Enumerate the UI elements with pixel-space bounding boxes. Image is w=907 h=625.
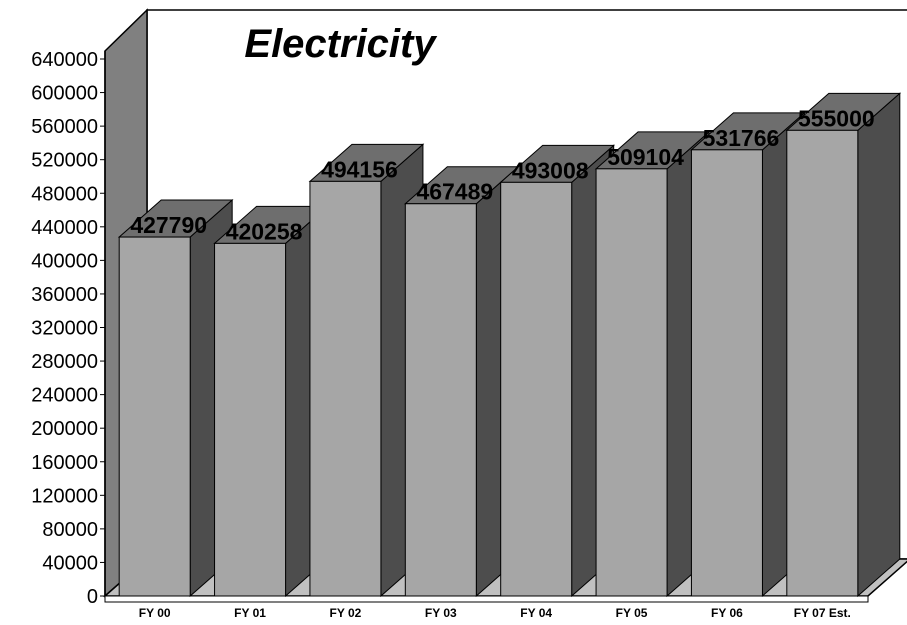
bar [785, 92, 902, 598]
bar-front [690, 149, 763, 597]
y-tick-label: 40000 [42, 552, 98, 574]
y-tick-label: 600000 [31, 83, 98, 105]
y-tick-label: 640000 [31, 49, 98, 71]
y-tick-label: 0 [87, 586, 98, 608]
data-label: 467489 [416, 179, 493, 205]
bar-front [118, 236, 191, 597]
y-tick-label: 160000 [31, 452, 98, 474]
bar-front [500, 181, 573, 597]
bar-front [595, 168, 668, 597]
data-label: 531766 [703, 125, 780, 151]
y-tick-label: 360000 [31, 284, 98, 306]
bar-front [404, 203, 477, 597]
y-tick-label: 320000 [31, 318, 98, 340]
x-tick-label: FY 00 [139, 606, 171, 620]
data-label: 494156 [321, 156, 398, 182]
bar-front [309, 180, 382, 597]
bar-front [214, 242, 287, 597]
y-tick-label: 280000 [31, 351, 98, 373]
data-label: 555000 [798, 105, 875, 131]
data-label: 420258 [226, 218, 303, 244]
y-tick-label: 400000 [31, 250, 98, 272]
y-tick-label: 80000 [42, 519, 98, 541]
x-tick-label: FY 07 Est. [794, 606, 851, 620]
x-tick-label: FY 03 [425, 606, 457, 620]
x-tick-label: FY 05 [616, 606, 648, 620]
data-label: 493008 [512, 157, 589, 183]
y-tick-label: 440000 [31, 217, 98, 239]
x-tick-label: FY 01 [234, 606, 266, 620]
y-tick-label: 200000 [31, 418, 98, 440]
y-tick-label: 120000 [31, 485, 98, 507]
bars: 427790 420258 494156 467489 493008 509104 5317… [117, 92, 902, 598]
data-label: 427790 [130, 212, 207, 238]
x-tick-label: FY 02 [330, 606, 362, 620]
x-tick-label: FY 04 [520, 606, 552, 620]
y-axis: 0 40000 80000 120000 160000 200000 240000 28000… [31, 49, 106, 608]
x-axis: FY 00 FY 01 FY 02 FY 03 FY 04 FY 05 FY 06 FY 07… [139, 606, 851, 620]
data-label: 509104 [607, 144, 684, 170]
y-tick-label: 240000 [31, 385, 98, 407]
y-tick-label: 520000 [31, 150, 98, 172]
bar-front [786, 129, 859, 597]
floor-front-edge [104, 595, 869, 603]
x-tick-label: FY 06 [711, 606, 743, 620]
y-tick-label: 560000 [31, 116, 98, 138]
chart-title: Electricity [244, 22, 437, 66]
y-tick-label: 480000 [31, 183, 98, 205]
bar-side [857, 92, 901, 598]
